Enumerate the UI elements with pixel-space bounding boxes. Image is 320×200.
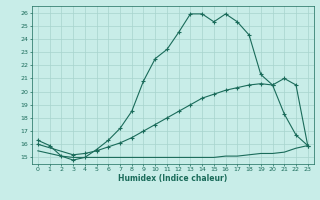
- X-axis label: Humidex (Indice chaleur): Humidex (Indice chaleur): [118, 174, 228, 183]
